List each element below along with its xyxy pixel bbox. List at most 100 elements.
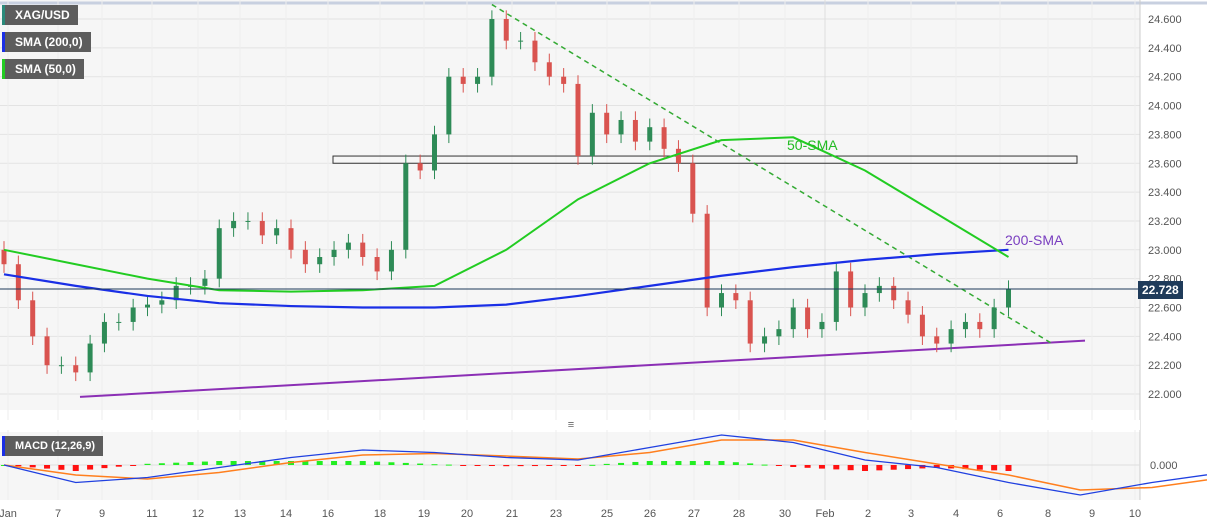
macd-histogram-bar [618,462,625,465]
macd-histogram-bar [44,465,51,469]
candle [259,220,265,236]
macd-histogram-bar [72,465,79,471]
macd-histogram-bar [115,465,122,467]
candle [130,307,136,322]
macd-zero-label: 0.000 [1150,460,1178,472]
sma200-label[interactable]: SMA (200,0) [2,32,91,52]
sma200-line [3,248,1009,309]
macd-histogram-bar [144,463,151,465]
candle [790,307,796,330]
macd-histogram-bar [216,461,223,465]
date-tick-label: 12 [192,508,204,520]
candle [704,213,710,308]
resistance-trendline [491,3,1053,345]
date-tick-label: 3 [908,508,914,520]
date-tick-label: 2 [865,508,871,520]
price-tick-label: 22.000 [1148,389,1182,401]
sma50-line [3,136,1010,293]
macd-histogram-bar [488,465,495,466]
macd-histogram-bar [962,465,969,470]
macd-histogram-bar [230,461,237,465]
sma50-label[interactable]: SMA (50,0) [2,59,84,79]
candle [116,321,122,323]
date-tick-label: 20 [461,508,473,520]
macd-histogram-bar [575,465,581,466]
date-tick-label: 14 [280,508,292,520]
candle [632,119,638,142]
macd-histogram-bar [273,461,280,465]
macd-histogram-bar [933,465,940,468]
price-tick-label: 24.000 [1148,101,1182,113]
candle [331,249,337,258]
candle [618,119,624,135]
candle [891,285,897,301]
macd-line [3,434,1207,496]
macd-histogram-bar [991,465,998,471]
macd-histogram-bar [87,465,94,470]
macd-histogram-bar [833,465,840,470]
macd-histogram-bar [747,463,754,465]
date-tick-label: 13 [234,508,246,520]
sma200-annotation: 200-SMA [1005,232,1064,248]
candle [87,343,93,373]
candle [962,321,968,330]
macd-histogram-bar [919,465,926,469]
candle [977,321,983,330]
candle [245,220,251,222]
date-tick-label: 9 [1089,508,1095,520]
macd-histogram-bar [531,465,538,467]
candle [934,336,940,344]
macd-histogram-bar [761,464,768,466]
candle [317,257,323,265]
macd-histogram-bar [101,465,108,469]
macd-histogram-bar [173,462,180,465]
candle [302,249,308,265]
date-tick-label: 30 [779,508,791,520]
macd-pane [0,432,1140,500]
macd-histogram-bar [187,462,194,465]
candle [202,278,208,286]
candle [805,307,811,330]
candle [374,257,380,272]
macd-histogram-bar [345,461,352,465]
price-tick-label: 23.000 [1148,245,1182,257]
date-tick-label: 9 [99,508,105,520]
date-tick-label: 28 [733,508,745,520]
price-tick-label: 22.600 [1148,303,1182,315]
price-tick-label: 22.400 [1148,331,1182,343]
candle [73,365,79,373]
support-trendline [79,339,1086,398]
macd-histogram-bar [259,461,266,465]
candle [690,163,696,214]
candle [647,127,653,142]
candle [173,285,179,301]
macd-histogram-bar [603,463,610,465]
candle [58,365,64,367]
date-tick-label: 4 [953,508,959,520]
macd-histogram-bar [15,465,22,467]
current-price-badge: 22.728 [1138,281,1183,299]
candle [905,300,911,315]
macd-histogram-bar [474,465,481,466]
macd-histogram-bar [374,461,381,465]
macd-histogram-bar [517,465,524,467]
macd-histogram-bar [1005,465,1012,471]
macd-histogram-bar [718,461,725,465]
date-tick-label: 7 [55,508,61,520]
macd-histogram-bar [818,465,825,469]
candle [475,76,481,84]
candle [288,228,294,250]
candle [747,300,753,344]
macd-histogram-bar [58,465,65,470]
macd-label[interactable]: MACD (12,26,9) [2,436,104,456]
macd-histogram-bar [976,465,983,470]
symbol-label[interactable]: XAG/USD [2,5,78,25]
date-tick-label: 18 [374,508,386,520]
candle [719,293,724,308]
macd-histogram-bar [316,461,323,465]
candle [503,19,509,41]
macd-histogram-bar [331,461,338,465]
candle [661,127,667,149]
